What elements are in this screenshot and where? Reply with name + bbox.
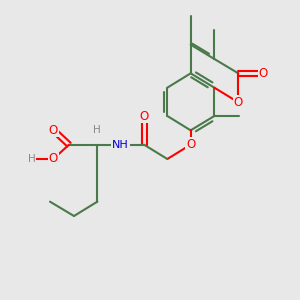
Text: H: H <box>28 154 35 164</box>
Text: O: O <box>186 138 195 151</box>
Text: O: O <box>140 110 148 122</box>
Text: O: O <box>234 96 243 109</box>
Text: H: H <box>94 125 101 135</box>
Text: O: O <box>259 67 268 80</box>
Text: NH: NH <box>112 140 129 150</box>
Text: O: O <box>49 124 58 136</box>
Text: O: O <box>49 152 58 166</box>
